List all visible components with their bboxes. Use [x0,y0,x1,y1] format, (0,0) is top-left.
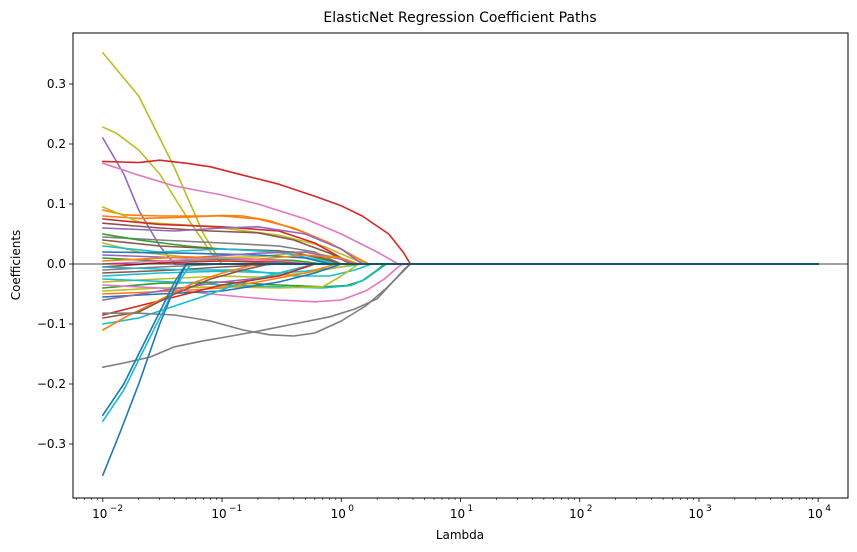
x-tick-label: 10 [331,507,346,521]
coefficient-path-40 [102,263,819,368]
x-tick-label: 10 [808,507,823,521]
x-tick-label: 10 [92,507,107,521]
x-tick-exponent: 3 [706,504,712,514]
coefficient-path-32 [102,263,819,303]
x-tick-exponent: 4 [825,504,831,514]
x-tick-label: 10 [688,507,703,521]
x-tick-exponent: 2 [587,504,593,514]
plot-lines [73,52,848,476]
x-tick-label: 10 [450,507,465,521]
x-tick-exponent: −2 [110,504,123,514]
x-tick-exponent: 0 [348,504,354,514]
coefficient-path-11 [102,226,819,265]
coefficient-path-10 [102,222,819,265]
x-tick-label: 10 [211,507,226,521]
x-tick-exponent: 1 [468,504,474,514]
y-tick-label: 0.3 [47,77,66,91]
coefficient-path-5 [102,162,819,265]
y-tick-label: −0.3 [37,437,66,451]
x-axis-label: Lambda [436,528,484,542]
y-tick-label: 0.0 [47,257,66,271]
y-axis-label: Coefficients [9,230,23,301]
chart-title: ElasticNet Regression Coefficient Paths [323,10,596,26]
coefficient-path-7 [102,214,819,265]
coefficient-path-26 [102,263,819,277]
y-tick-label: 0.2 [47,137,66,151]
coefficient-path-2 [102,126,819,265]
plot-frame [72,32,849,499]
coefficient-path-30 [102,263,819,292]
coefficient-path-4 [102,159,819,265]
y-tick-label: −0.2 [37,377,66,391]
y-tick-label: −0.1 [37,317,66,331]
x-tick-exponent: −1 [229,504,242,514]
x-tick-label: 10 [569,507,584,521]
y-tick-label: 0.1 [47,197,66,211]
